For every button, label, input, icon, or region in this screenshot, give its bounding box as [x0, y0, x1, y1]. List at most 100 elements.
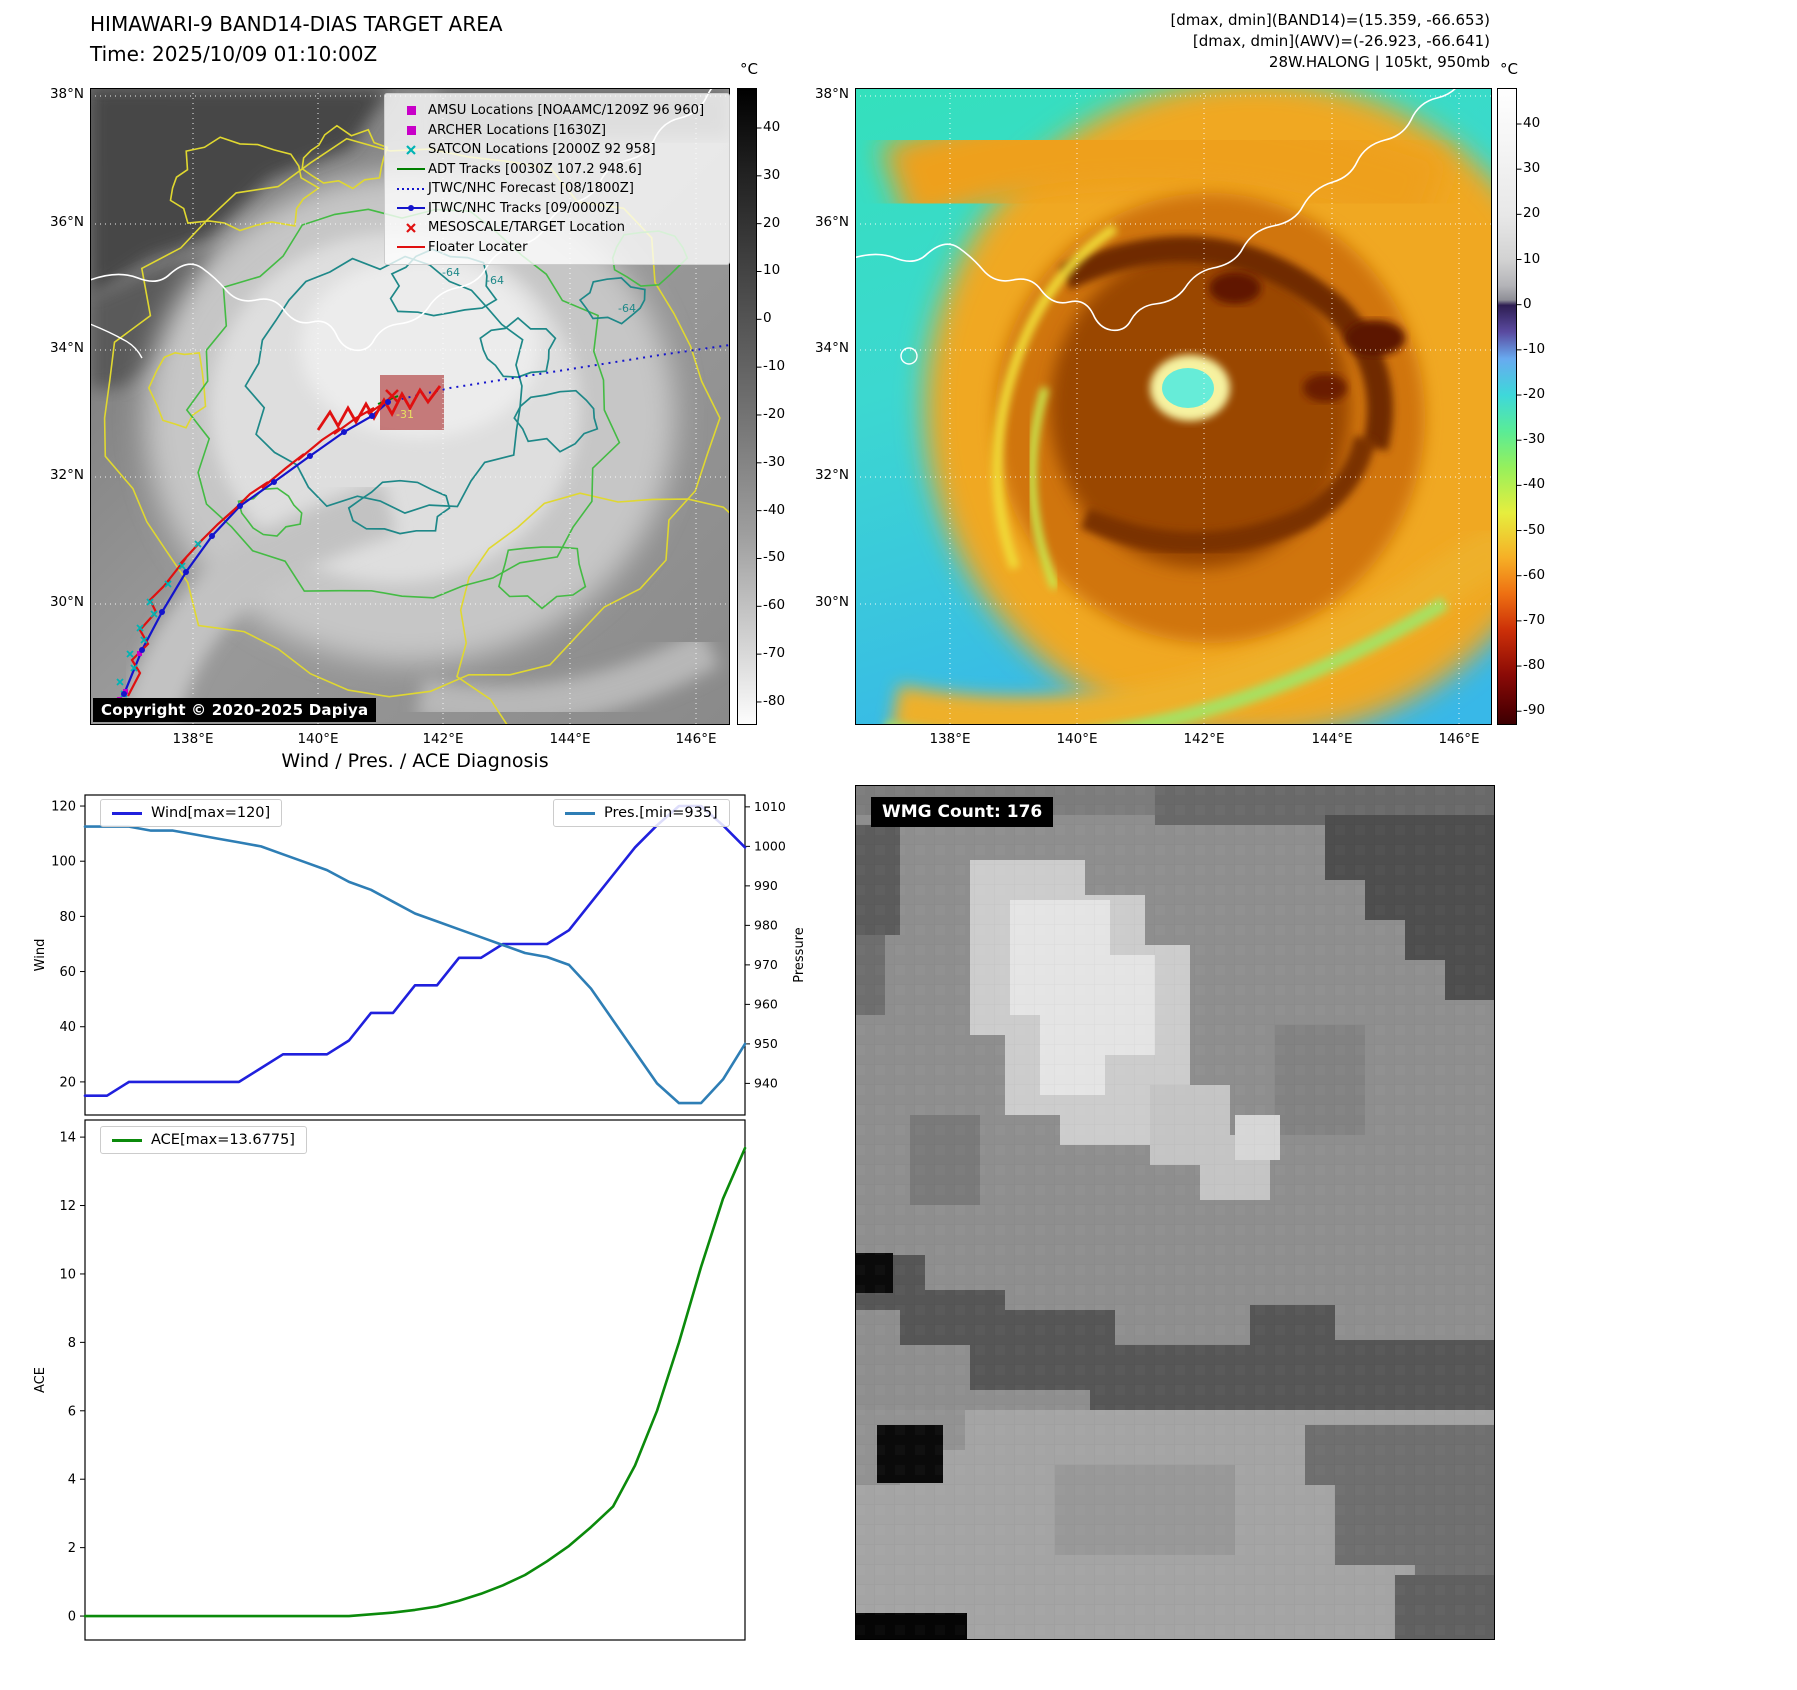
- colorbar-tick-label: 10: [1523, 250, 1541, 267]
- colorbar-tick-label: -80: [763, 692, 786, 709]
- colorbar-tick-label: 30: [1523, 160, 1541, 177]
- contour-line: [244, 255, 524, 515]
- ir-colorbar: [1497, 88, 1522, 725]
- wmg-count-badge: WMG Count: 176: [871, 797, 1054, 827]
- wind-legend-label: Wind[max=120]: [151, 805, 271, 821]
- line-dot-legend-icon: [394, 203, 428, 213]
- ace-chart: 0 2 4 6 8 10 12 14 ACE: [33, 1119, 747, 1641]
- contour-labels: -64 -64 -64 -31: [396, 266, 636, 421]
- band14-time: Time: 2025/10/09 01:10:00Z: [90, 42, 378, 66]
- dmax-dmin-band14: [dmax, dmin](BAND14)=(15.359, -66.653): [1170, 11, 1490, 29]
- contour-label: -31: [396, 408, 414, 421]
- floater-track: [127, 399, 389, 697]
- colorbar-tick-label: 0: [763, 310, 772, 327]
- pressure-legend: Pres.[min=935]: [553, 799, 730, 827]
- contour-label: -64: [486, 274, 504, 287]
- colorbar-tick-label: 0: [1523, 295, 1532, 312]
- colorbar-tick-label: -60: [1523, 566, 1546, 583]
- lon-tick-label: 142°E: [422, 731, 464, 747]
- satcon-x-marker: [146, 598, 154, 606]
- y-tick-label: 100: [51, 855, 76, 870]
- contour-line: [169, 136, 321, 232]
- jtwc-track-point: [139, 647, 145, 653]
- colorbar-tick-label: 30: [763, 166, 781, 183]
- series-line-0: [83, 1146, 747, 1618]
- y2-axis-label: Pressure: [792, 927, 807, 983]
- legend-item-label: JTWC/NHC Forecast [08/1800Z]: [428, 181, 634, 197]
- amsu-marker: [137, 651, 142, 656]
- lon-tick-label: 144°E: [1311, 731, 1353, 747]
- legend-item-label: MESOSCALE/TARGET Location: [428, 220, 625, 236]
- satcon-x-marker: [136, 624, 144, 632]
- colorbar-tick-label: -50: [1523, 521, 1546, 538]
- y2-tick-label: 940: [754, 1075, 778, 1090]
- y2-tick-label: 1000: [754, 838, 786, 853]
- jtwc-forecast-track: [387, 344, 730, 403]
- colorbar-tick-label: -80: [1523, 657, 1546, 674]
- legend-item: MESOSCALE/TARGET Location: [394, 218, 720, 238]
- colorbar-tick-label: -30: [1523, 431, 1546, 448]
- ace-legend: ACE[max=13.6775]: [100, 1126, 307, 1154]
- coastline: [90, 323, 143, 359]
- map-frame: [90, 88, 730, 725]
- x-legend-icon: [394, 144, 428, 156]
- y-axis-label: ACE: [33, 1367, 48, 1393]
- band14-colorbar-unit: °C: [740, 60, 758, 78]
- y2-tick-label: 960: [754, 996, 778, 1011]
- legend-item: SATCON Locations [2000Z 92 958]: [394, 140, 720, 160]
- y-tick-label: 6: [68, 1404, 76, 1419]
- legend-item-label: ARCHER Locations [1630Z]: [428, 122, 607, 138]
- band14-title: HIMAWARI-9 BAND14-DIAS TARGET AREA: [90, 12, 503, 36]
- lat-tick-label: 36°N: [814, 214, 849, 230]
- legend-item: ARCHER Locations [1630Z]: [394, 121, 720, 141]
- storm-annotations: [dmax, dmin](BAND14)=(15.359, -66.653) […: [1100, 10, 1490, 73]
- y2-tick-label: 1010: [754, 799, 786, 814]
- storm-eye: [1162, 368, 1214, 408]
- jtwc-track-point: [209, 533, 215, 539]
- y-tick-label: 60: [59, 965, 76, 980]
- lat-tick-label: 36°N: [49, 214, 84, 230]
- satcon-x-marker: [150, 610, 158, 618]
- contour-line: [301, 124, 389, 190]
- diagnosis-chart-title: Wind / Pres. / ACE Diagnosis: [281, 750, 549, 772]
- satcon-x-marker: [164, 580, 172, 588]
- lon-tick-label: 138°E: [929, 731, 971, 747]
- dmax-dmin-awv: [dmax, dmin](AWV)=(-26.923, -66.641): [1192, 32, 1490, 50]
- series-line-0: [83, 804, 747, 1098]
- ace-legend-label: ACE[max=13.6775]: [151, 1132, 295, 1148]
- map-legend: AMSU Locations [NOAAMC/1209Z 96 960] ARCH…: [384, 93, 730, 265]
- satcon-x-marker: [126, 650, 134, 658]
- legend-item-label: Floater Locater: [428, 239, 528, 255]
- wind-line-swatch: [112, 811, 142, 815]
- lon-tick-label: 146°E: [675, 731, 717, 747]
- y-tick-label: 0: [68, 1610, 76, 1625]
- wind-pressure-chart: 20 40 60 80 100 120 940 950 960 970 980 990 1000 1010…: [33, 794, 807, 1116]
- colorbar-tick-label: -70: [763, 645, 786, 662]
- legend-item-label: SATCON Locations [2000Z 92 958]: [428, 142, 656, 158]
- band14-colorbar: [737, 88, 762, 725]
- lat-tick-label: 38°N: [814, 86, 849, 102]
- storm-id-intensity: 28W.HALONG | 105kt, 950mb: [1268, 53, 1490, 71]
- series-line-1: [83, 825, 747, 1105]
- contour-label: -64: [442, 266, 460, 279]
- legend-item-label: JTWC/NHC Tracks [09/0000Z]: [428, 200, 620, 216]
- contour-line: [498, 546, 587, 610]
- contour-line: [347, 479, 451, 535]
- contour-line: [456, 492, 730, 725]
- contour-line: [513, 389, 599, 453]
- satcon-x-marker: [178, 562, 186, 570]
- colorbar-tick-label: -30: [763, 453, 786, 470]
- jtwc-track-point: [121, 691, 127, 697]
- floater-track-dense: [316, 385, 442, 431]
- wind-legend: Wind[max=120]: [100, 799, 283, 827]
- pressure-legend-label: Pres.[min=935]: [604, 805, 718, 821]
- colorbar-tick-label: -70: [1523, 611, 1546, 628]
- jtwc-track-point: [385, 399, 391, 405]
- colorbar-tick-label: 40: [763, 119, 781, 135]
- y-tick-label: 120: [51, 800, 76, 815]
- lat-tick-label: 34°N: [814, 340, 849, 356]
- jtwc-track-point: [307, 453, 313, 459]
- y-tick-label: 20: [59, 1075, 76, 1090]
- colorbar-tick-label: -40: [763, 501, 786, 518]
- legend-item: JTWC/NHC Tracks [09/0000Z]: [394, 199, 720, 219]
